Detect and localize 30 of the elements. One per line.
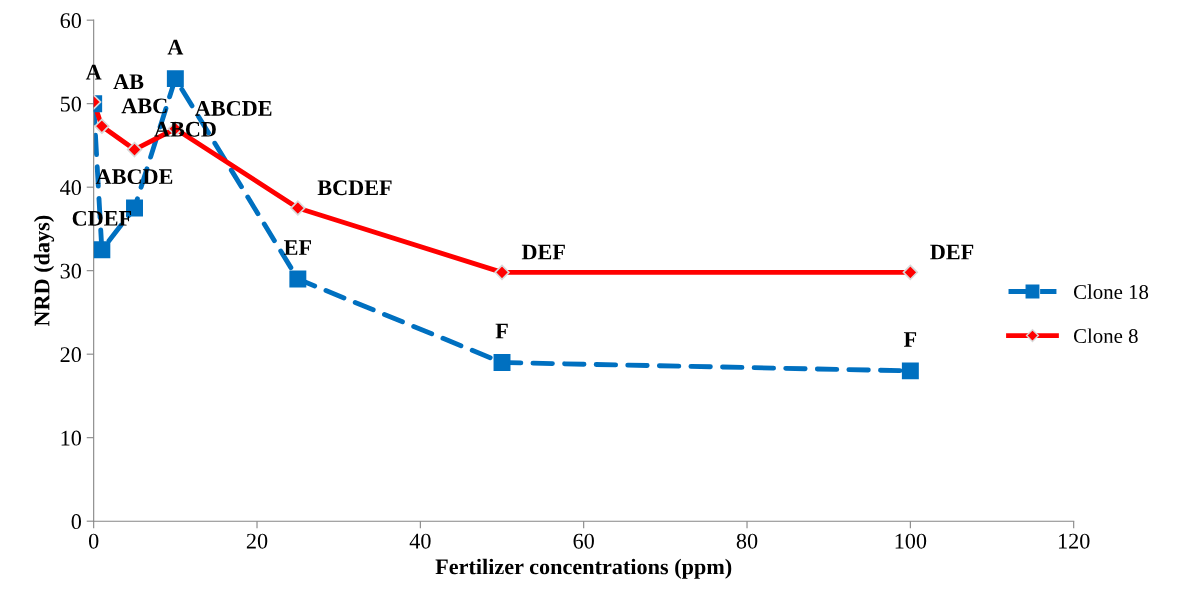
x-tick-label: 80	[736, 533, 758, 549]
legend-label: Clone 18	[1073, 284, 1149, 300]
data-label: A	[85, 64, 102, 80]
x-tick-label: 20	[246, 533, 268, 549]
data-label: EF	[284, 240, 311, 255]
data-label: ABCDE	[195, 100, 272, 116]
y-tick-label: 30	[60, 263, 82, 279]
y-tick-label: 0	[71, 514, 82, 530]
data-label: DEF	[521, 244, 565, 260]
y-tick-label: 50	[60, 96, 82, 112]
x-axis-title: Fertilizer concentrations (ppm)	[435, 558, 732, 579]
y-tick-label: 10	[61, 430, 82, 446]
data-label: F	[495, 323, 508, 339]
data-label: DEF	[930, 244, 974, 260]
y-axis-title: NRD (days)	[33, 215, 55, 327]
x-tick-label: 60	[573, 533, 594, 549]
y-tick-label: 20	[60, 347, 82, 363]
y-tick-label: 40	[60, 180, 82, 196]
y-tick-label: 60	[60, 13, 82, 29]
data-label: F	[903, 332, 917, 347]
x-tick-label: 100	[895, 533, 927, 549]
x-tick-label: 0	[88, 533, 99, 549]
data-label: ABC	[121, 98, 167, 114]
x-tick-label: 40	[409, 533, 431, 549]
data-label: A	[167, 39, 184, 55]
data-label: AB	[113, 74, 144, 89]
data-label: CDEF	[72, 210, 132, 226]
x-tick-label: 120	[1058, 533, 1090, 549]
legend-label: Clone 8	[1073, 328, 1138, 344]
data-label: BCDEF	[317, 180, 392, 196]
